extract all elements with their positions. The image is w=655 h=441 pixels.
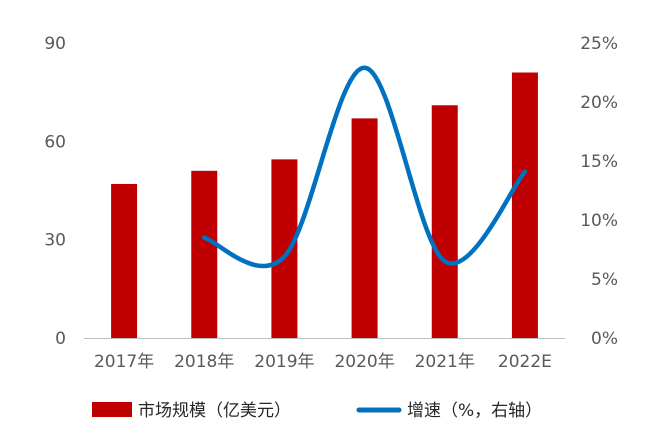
legend-swatch-market-size	[92, 402, 132, 417]
right-axis-tick-label: 15%	[580, 152, 618, 172]
bar	[271, 159, 298, 338]
right-axis-tick-label: 20%	[580, 93, 618, 113]
right-axis-tick-label: 10%	[580, 211, 618, 231]
bar	[351, 118, 378, 338]
bar-series	[111, 72, 538, 339]
right-axis-tick-label: 25%	[580, 34, 618, 54]
left-axis-tick-label: 30	[44, 231, 66, 251]
x-axis-tick-label: 2019年	[254, 352, 314, 372]
right-axis-tick-label: 5%	[591, 270, 618, 290]
bar	[511, 72, 538, 338]
bar	[431, 105, 458, 339]
left-axis: 0 30 60 90	[44, 34, 66, 349]
x-axis-tick-label: 2020年	[334, 352, 394, 372]
left-axis-tick-label: 60	[44, 132, 66, 152]
left-axis-tick-label: 0	[55, 329, 66, 349]
legend-label-market-size: 市场规模（亿美元）	[138, 401, 291, 421]
bar	[191, 170, 218, 338]
x-axis-tick-label: 2018年	[174, 352, 234, 372]
right-axis: 0% 5% 10% 15% 20% 25%	[580, 34, 618, 349]
growth-rate-line	[202, 65, 528, 269]
x-axis: 2017年 2018年 2019年 2020年 2021年 2022E	[94, 352, 552, 372]
bar	[111, 183, 138, 338]
legend: 市场规模（亿美元） 增速（%，右轴）	[92, 401, 542, 421]
left-axis-tick-label: 90	[44, 34, 66, 54]
x-axis-tick-label: 2021年	[415, 352, 475, 372]
right-axis-tick-label: 0%	[591, 329, 618, 349]
legend-label-growth-rate: 增速（%，右轴）	[407, 401, 542, 421]
x-axis-tick-label: 2017年	[94, 352, 154, 372]
x-axis-tick-label: 2022E	[498, 352, 552, 372]
